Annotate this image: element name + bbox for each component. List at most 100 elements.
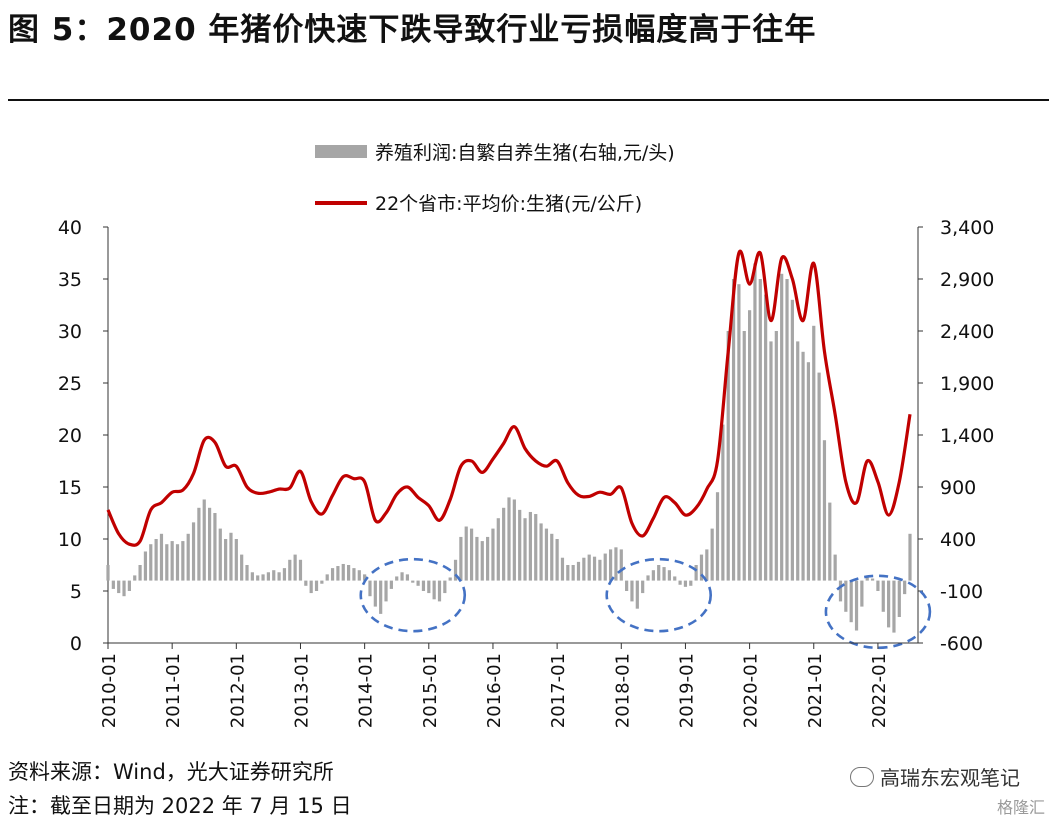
profit-bar [683, 580, 688, 587]
profit-bar [197, 507, 201, 581]
left-axis-tick-label: 15 [58, 477, 82, 499]
profit-bar [277, 572, 281, 581]
profit-bar [293, 554, 297, 581]
wechat-icon [850, 767, 874, 787]
x-axis-tick-label: 2019-01 [676, 653, 697, 728]
left-axis-tick-label: 0 [70, 633, 82, 655]
figure-title: 图 5：2020 年猪价快速下跌导致行业亏损幅度高于往年 [8, 12, 817, 48]
profit-bar [849, 580, 853, 623]
left-axis-tick-label: 40 [58, 217, 82, 239]
highlight-ellipses [359, 557, 932, 650]
profit-bar [250, 572, 254, 581]
profit-bar [218, 528, 222, 581]
profit-bar [384, 580, 388, 602]
profit-bar [731, 279, 736, 581]
profit-bar [486, 536, 490, 581]
profit-bar [207, 507, 212, 581]
profit-bar [742, 331, 746, 581]
x-axis-tick-label: 2018-01 [612, 653, 633, 728]
profit-bar [191, 522, 196, 581]
profit-bar [288, 559, 292, 581]
profit-bar [448, 577, 452, 581]
profit-bar [667, 570, 671, 581]
profit-bar [507, 497, 511, 581]
profit-bar [138, 565, 142, 581]
left-axis-tick-label: 5 [70, 581, 82, 603]
legend-label-profit: 养殖利润:自繁自养生猪(右轴,元/头) [375, 142, 675, 164]
profit-bar [865, 575, 869, 581]
right-axis-tick-label: 2,900 [940, 269, 994, 291]
right-axis-tick-label: 900 [940, 477, 976, 499]
profit-bar [758, 279, 762, 581]
profit-bar [266, 572, 270, 581]
highlight-ellipse [359, 557, 467, 633]
profit-bar [256, 575, 260, 581]
profit-bar [598, 559, 602, 581]
right-axis-tick-label: 2,400 [940, 321, 994, 343]
left-axis-tick-label: 35 [58, 269, 82, 291]
profit-bar [646, 575, 650, 581]
profit-bar [699, 554, 704, 581]
profit-bar [903, 580, 907, 595]
price-line-path [106, 249, 912, 547]
profit-bar [368, 580, 372, 597]
profit-bar [689, 580, 693, 586]
profit-bar [400, 572, 404, 581]
profit-bar [469, 528, 474, 581]
profit-bar [389, 580, 393, 589]
profit-bar [619, 549, 623, 581]
profit-bar [608, 549, 613, 581]
profit-bar [395, 576, 399, 581]
profit-bar [539, 523, 543, 581]
profit-bar [705, 549, 709, 581]
profit-bar [443, 580, 447, 594]
profit-bar [352, 568, 356, 581]
profit-bar [753, 263, 757, 581]
profit-bar [566, 565, 570, 581]
profit-bar [149, 544, 153, 581]
title-divider [8, 99, 1049, 101]
right-axis-tick-label: 400 [940, 529, 976, 551]
profit-bar [272, 570, 276, 581]
profit-bar [576, 561, 581, 581]
x-axis-tick-label: 2020-01 [741, 653, 762, 728]
profit-bar [544, 528, 549, 581]
profit-bar [887, 580, 891, 628]
profit-bar [181, 541, 185, 581]
profit-bar [828, 502, 832, 581]
profit-bar [245, 565, 249, 581]
profit-bar [534, 514, 538, 581]
profit-bar [453, 559, 458, 581]
profit-bar [592, 556, 597, 581]
profit-bar [860, 580, 864, 607]
profit-bar [347, 565, 351, 581]
watermark-logo: 格隆汇 [997, 794, 1045, 818]
x-axis-tick-label: 2016-01 [484, 653, 505, 728]
profit-bar [881, 580, 885, 612]
profit-bar [175, 544, 180, 581]
left-axis-tick-label: 30 [58, 321, 82, 343]
profit-bar [491, 528, 495, 581]
profit-bar [143, 551, 148, 581]
profit-bar [432, 580, 436, 600]
profit-bar [715, 492, 720, 581]
profit-bar [796, 341, 800, 581]
profit-bar [662, 567, 666, 581]
profit-bar [122, 580, 126, 597]
profit-bar [726, 331, 730, 581]
profit-bar [822, 440, 827, 581]
right-axis-tick-label: 1,900 [940, 373, 994, 395]
profit-bar [748, 310, 752, 581]
profit-bar [464, 526, 468, 581]
legend-swatch-profit [315, 145, 367, 158]
profit-bar [587, 554, 591, 581]
profit-bar [133, 575, 137, 581]
profit-bar [550, 533, 554, 581]
profit-bar [908, 533, 912, 581]
profit-bar [694, 565, 698, 581]
profit-bar [892, 580, 896, 633]
x-axis-tick-label: 2021-01 [805, 653, 826, 728]
profit-bar [234, 539, 238, 581]
profit-bar [213, 513, 217, 581]
